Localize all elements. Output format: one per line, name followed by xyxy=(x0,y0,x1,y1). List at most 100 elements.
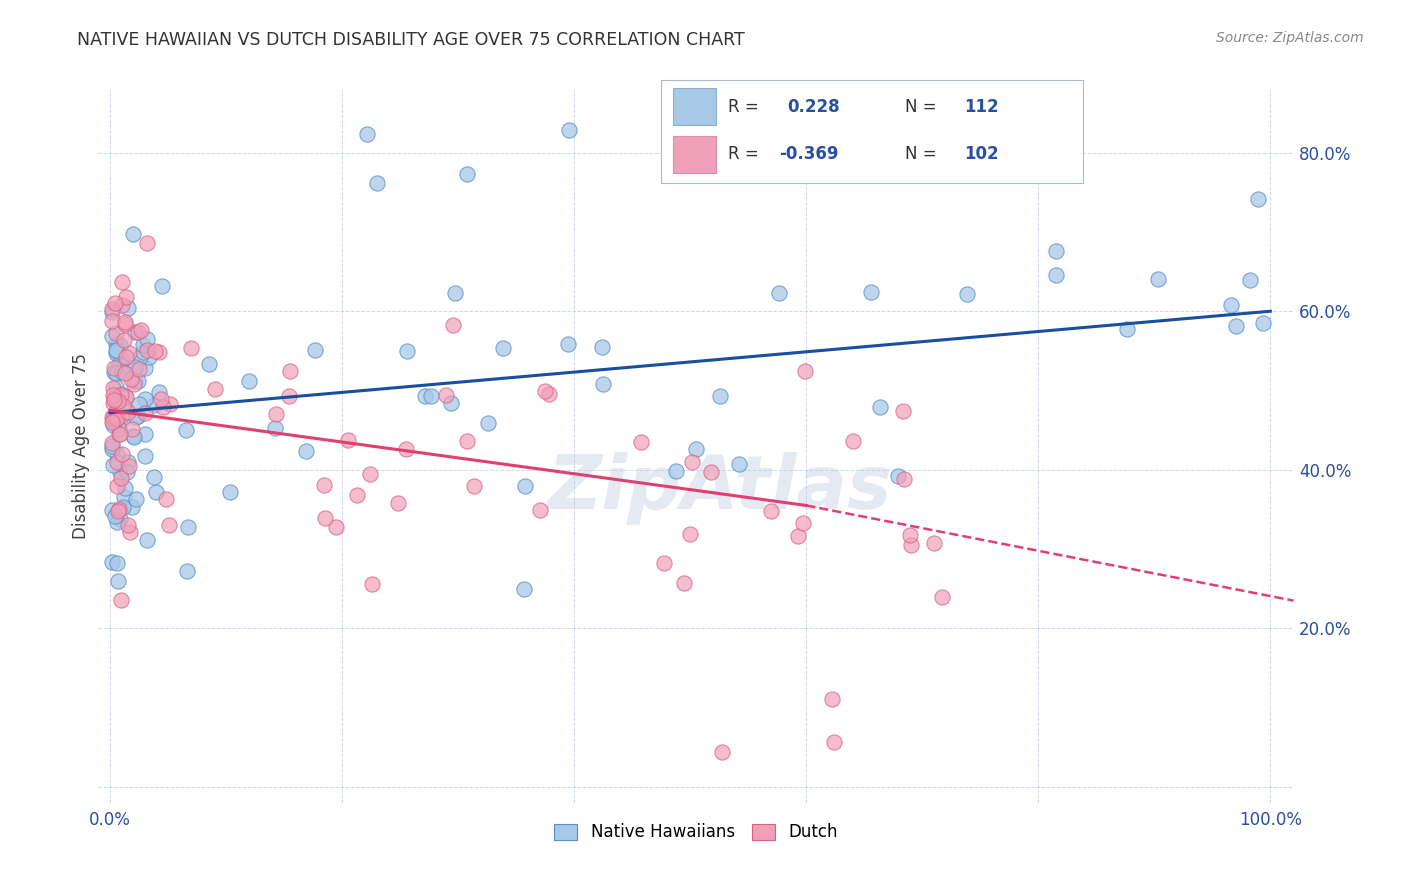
Point xyxy=(792,516,814,531)
Point xyxy=(110,465,132,479)
Point xyxy=(177,519,200,533)
Point xyxy=(1045,268,1067,282)
Point xyxy=(513,582,536,596)
Point xyxy=(101,415,124,429)
Point xyxy=(101,410,124,425)
Point xyxy=(529,502,551,516)
Point xyxy=(117,405,139,419)
Point xyxy=(395,344,418,359)
Point xyxy=(145,343,167,358)
Point xyxy=(124,359,146,374)
Point xyxy=(441,318,464,332)
Point xyxy=(104,295,127,310)
Point xyxy=(142,398,165,412)
Point xyxy=(869,400,891,414)
Text: 112: 112 xyxy=(965,98,1000,116)
Point xyxy=(456,434,478,449)
Point xyxy=(134,406,156,420)
Text: N =: N = xyxy=(905,145,936,163)
Point xyxy=(434,387,457,401)
Point xyxy=(120,362,142,376)
Point xyxy=(900,538,922,552)
Point xyxy=(103,381,125,395)
Point xyxy=(359,467,381,481)
Point xyxy=(105,408,128,422)
Point xyxy=(128,397,150,411)
Point xyxy=(114,318,136,332)
Point xyxy=(115,390,138,404)
Point xyxy=(111,500,134,514)
Point xyxy=(122,376,145,391)
Point xyxy=(204,382,226,396)
Point xyxy=(110,592,132,607)
Point xyxy=(295,444,318,458)
Text: -0.369: -0.369 xyxy=(779,145,838,163)
Point xyxy=(124,325,146,339)
Point xyxy=(931,590,953,604)
Point xyxy=(127,409,149,423)
Point xyxy=(103,361,125,376)
Point xyxy=(134,360,156,375)
Point xyxy=(337,433,360,447)
Point xyxy=(104,508,127,523)
Point xyxy=(891,404,914,418)
Point xyxy=(922,536,945,550)
Point xyxy=(134,427,156,442)
Point xyxy=(104,366,127,380)
Point xyxy=(121,500,143,514)
Point xyxy=(105,380,128,394)
Point xyxy=(136,343,159,357)
Point xyxy=(127,325,149,339)
Point xyxy=(1115,322,1137,336)
Point xyxy=(111,275,134,289)
Point xyxy=(114,389,136,403)
Point xyxy=(122,361,145,376)
Text: Source: ZipAtlas.com: Source: ZipAtlas.com xyxy=(1216,31,1364,45)
Point xyxy=(105,343,128,358)
Point xyxy=(159,397,181,411)
Point xyxy=(413,389,436,403)
Point xyxy=(110,387,132,401)
Point xyxy=(700,465,723,479)
Point xyxy=(104,346,127,360)
Point xyxy=(108,426,131,441)
Point xyxy=(304,343,326,357)
Point xyxy=(1225,319,1247,334)
Point xyxy=(124,491,146,506)
Point xyxy=(101,305,124,319)
FancyBboxPatch shape xyxy=(673,136,716,173)
Point xyxy=(111,410,134,425)
Point xyxy=(672,575,695,590)
Point xyxy=(101,439,124,453)
Point xyxy=(591,340,613,354)
Point xyxy=(115,290,138,304)
Point xyxy=(117,455,139,469)
Point xyxy=(101,396,124,410)
Point xyxy=(135,533,157,547)
Point xyxy=(104,336,127,351)
Point xyxy=(238,374,260,388)
Point xyxy=(118,524,141,539)
Point xyxy=(103,458,125,473)
Point xyxy=(145,484,167,499)
Point xyxy=(277,388,299,402)
Point xyxy=(114,481,136,495)
Point xyxy=(105,404,128,418)
Point xyxy=(180,341,202,355)
Point xyxy=(325,520,347,534)
Point xyxy=(346,488,368,502)
Point xyxy=(681,455,703,469)
Point xyxy=(361,577,384,591)
Text: 0.228: 0.228 xyxy=(787,98,839,116)
Point xyxy=(679,526,702,541)
Point xyxy=(101,314,124,328)
Point xyxy=(110,409,132,424)
Point xyxy=(134,392,156,406)
Point xyxy=(110,352,132,367)
Point xyxy=(1247,192,1270,206)
Point xyxy=(477,416,499,430)
Point xyxy=(129,323,152,337)
Point xyxy=(110,471,132,485)
Point xyxy=(134,449,156,463)
Point xyxy=(135,235,157,250)
